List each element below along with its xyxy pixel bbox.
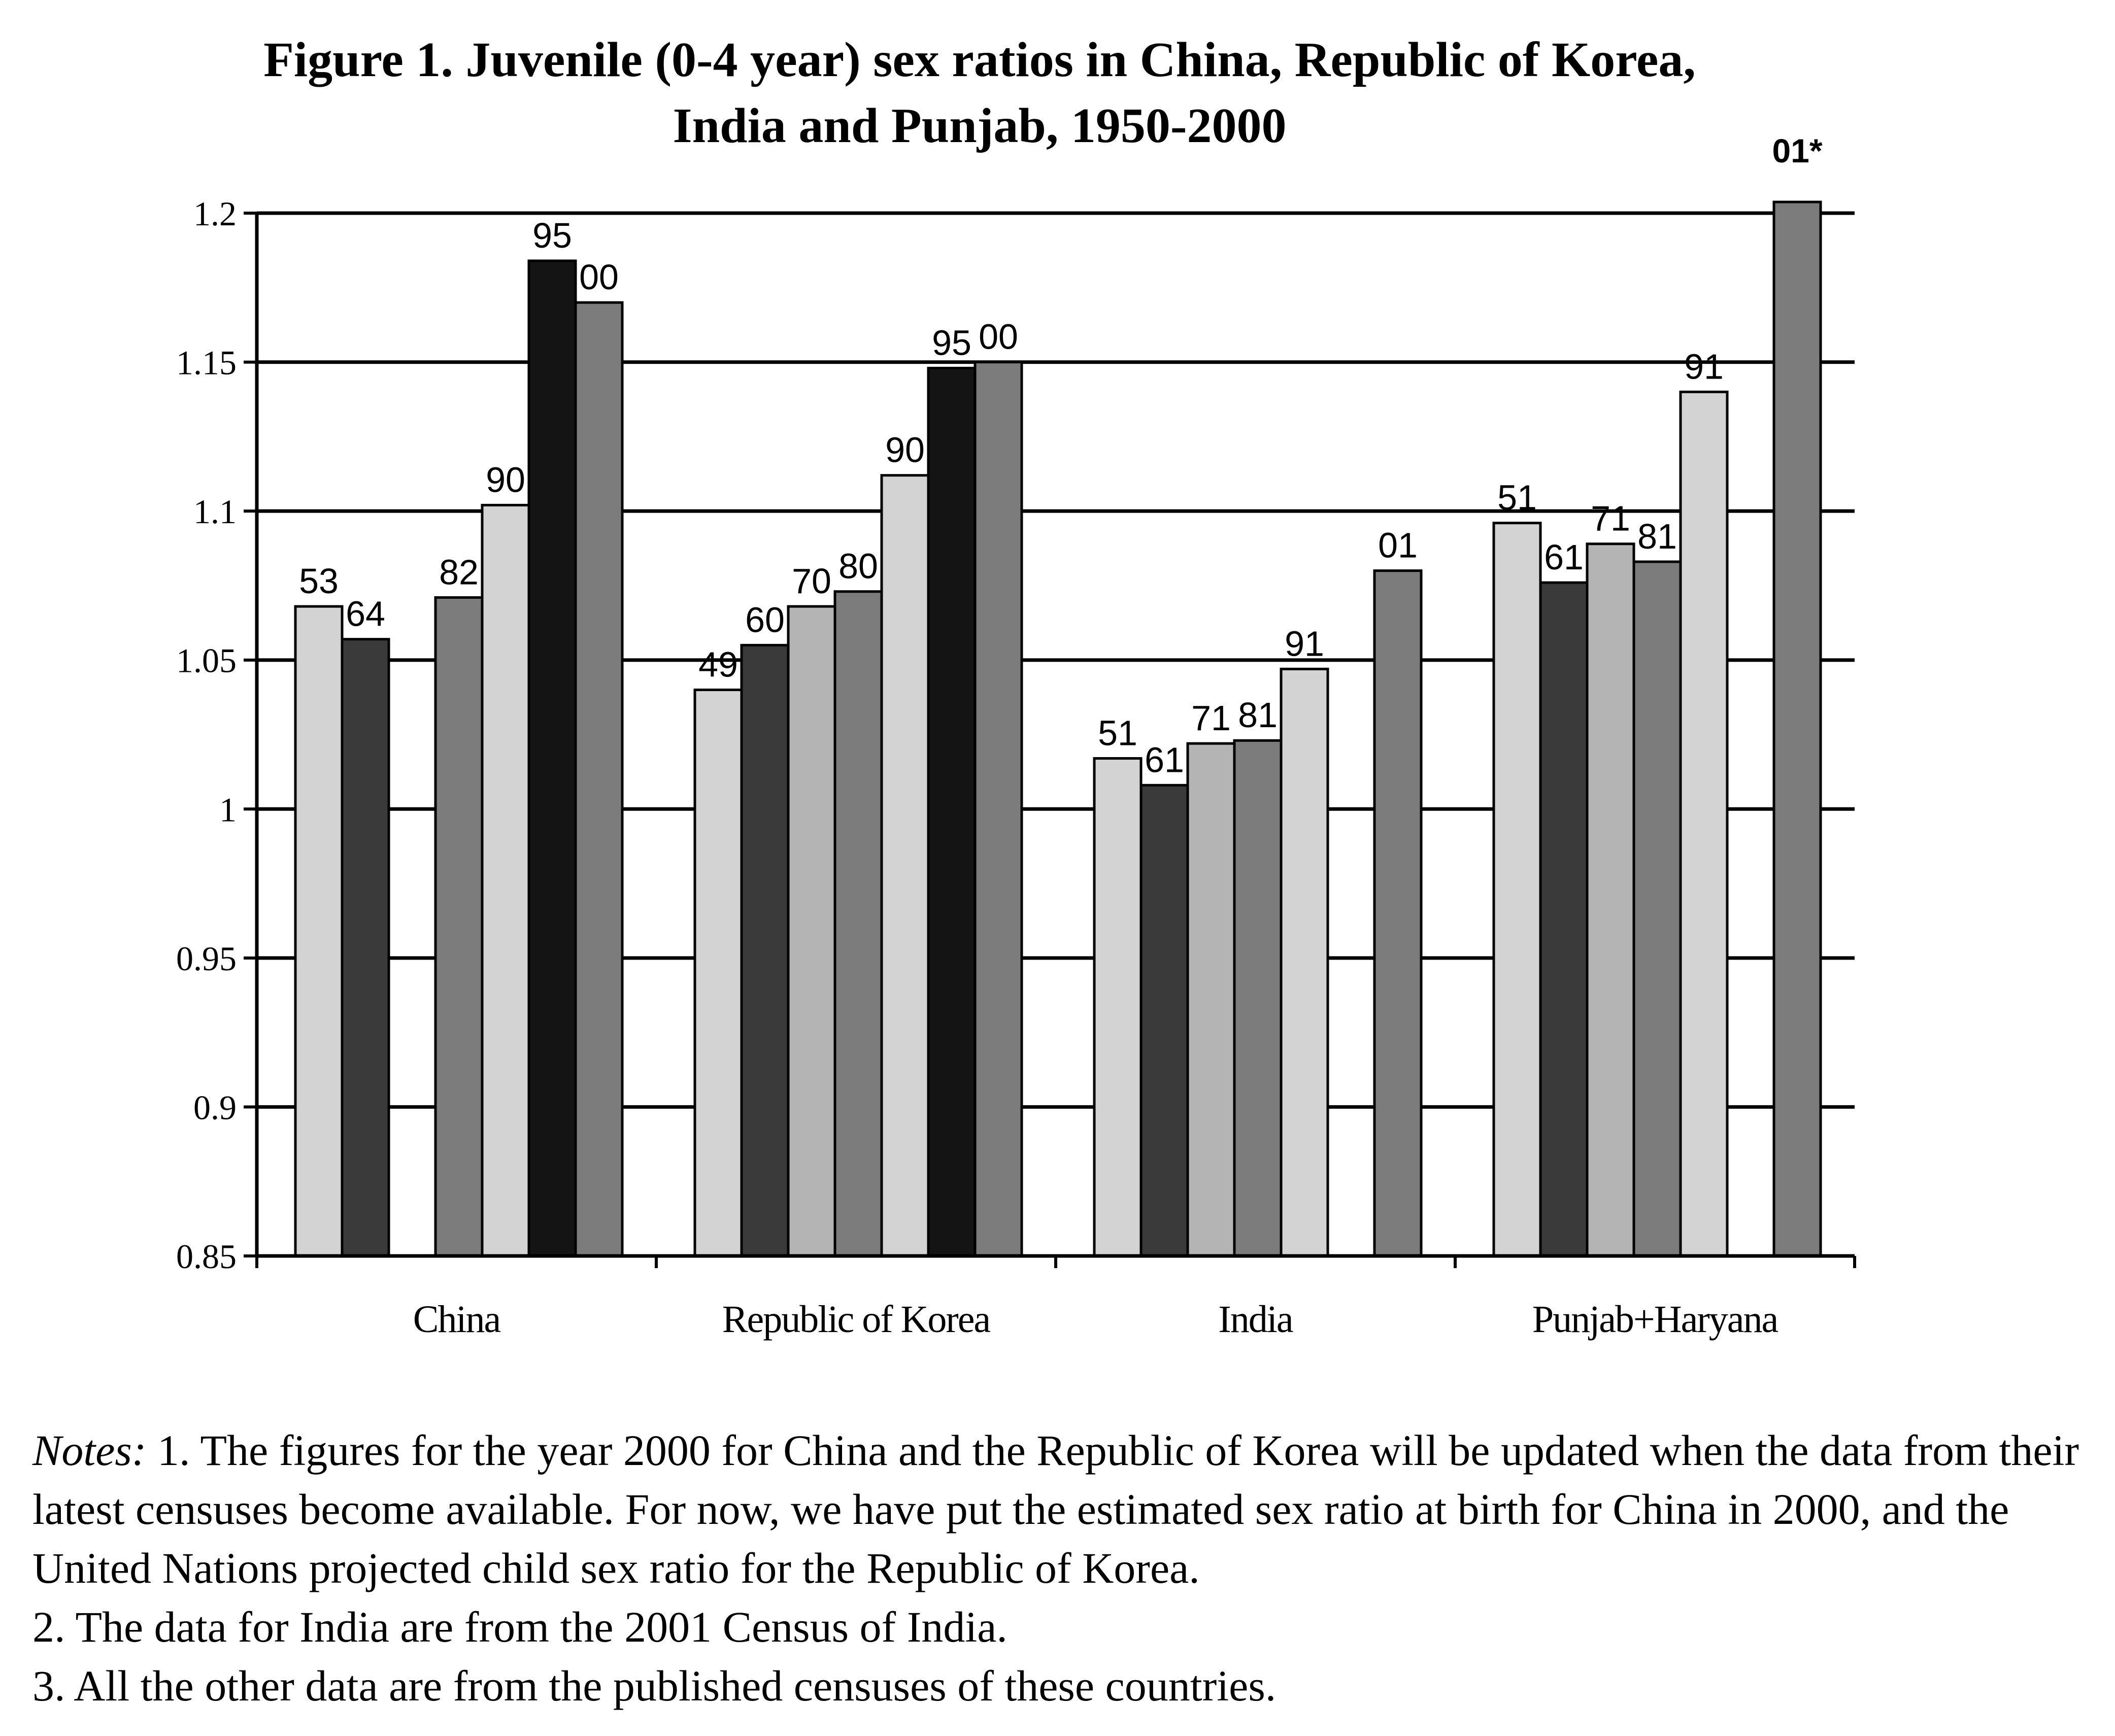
bar bbox=[1679, 390, 1729, 1257]
y-tick-label: 0.85 bbox=[176, 1237, 237, 1276]
notes-lead: Notes: bbox=[32, 1426, 147, 1475]
x-category-label: India bbox=[1218, 1298, 1293, 1341]
bar-label: 51 bbox=[1098, 713, 1137, 753]
bar bbox=[481, 503, 530, 1257]
bar-label: 61 bbox=[1544, 537, 1584, 577]
bar bbox=[973, 361, 1023, 1257]
y-tick-label: 1.15 bbox=[176, 344, 237, 382]
bars bbox=[294, 200, 1822, 1257]
bar-label: 80 bbox=[838, 547, 878, 586]
bar-label: 60 bbox=[745, 600, 785, 639]
bar-label: 91 bbox=[1285, 624, 1324, 663]
bar bbox=[740, 643, 790, 1257]
bar-label: 81 bbox=[1637, 517, 1677, 556]
y-tick-label: 1 bbox=[219, 790, 237, 829]
bar bbox=[574, 301, 624, 1257]
x-axis-categories: China Republic of Korea India Punjab+Haryan… bbox=[413, 1298, 1780, 1341]
y-tick-label: 1.1 bbox=[193, 492, 237, 531]
bar-label: 64 bbox=[346, 594, 385, 634]
bar-label: 95 bbox=[532, 216, 572, 255]
bar bbox=[341, 638, 390, 1257]
bar-label: 95 bbox=[932, 323, 971, 362]
x-category-label: Punjab+Haryana bbox=[1532, 1298, 1778, 1341]
bar bbox=[880, 474, 930, 1257]
bar bbox=[927, 366, 977, 1257]
bar bbox=[1280, 667, 1329, 1257]
y-axis-ticks: 1.2 1.15 1.1 1.05 1 0.95 0.9 0.85 bbox=[176, 194, 257, 1276]
bar-label: 00 bbox=[979, 317, 1018, 357]
bar-label: 00 bbox=[579, 257, 619, 297]
bar-label: 82 bbox=[439, 552, 479, 592]
y-tick-label: 1.05 bbox=[176, 641, 237, 680]
bar bbox=[1233, 739, 1283, 1257]
chart-title-line1: Figure 1. Juvenile (0-4 year) sex ratios… bbox=[263, 32, 1696, 87]
bar bbox=[1632, 560, 1682, 1257]
notes-line-2: 2. The data for India are from the 2001 … bbox=[32, 1603, 1008, 1651]
bar-label: 51 bbox=[1497, 478, 1537, 518]
bar-label: 61 bbox=[1145, 740, 1184, 779]
x-category-label: China bbox=[413, 1298, 501, 1341]
notes-line-3: 3. All the other data are from the publi… bbox=[32, 1661, 1277, 1710]
bar-label: 71 bbox=[1191, 698, 1231, 738]
bar bbox=[787, 605, 836, 1257]
bar bbox=[1772, 200, 1822, 1257]
bar-label: 81 bbox=[1238, 695, 1278, 735]
bar bbox=[1093, 757, 1143, 1257]
x-category-label: Republic of Korea bbox=[722, 1298, 991, 1341]
notes-line-1: Notes: 1. The figures for the year 2000 … bbox=[32, 1421, 2093, 1597]
bar bbox=[294, 605, 344, 1257]
chart: Figure 1. Juvenile (0-4 year) sex ratios… bbox=[176, 32, 1856, 1341]
bar-label: 01* bbox=[1772, 132, 1822, 169]
bar bbox=[1586, 542, 1635, 1257]
bar-label: 01 bbox=[1378, 526, 1418, 565]
axes bbox=[255, 213, 1856, 1268]
bar-label: 71 bbox=[1591, 499, 1630, 538]
bar-label: 70 bbox=[792, 561, 831, 601]
bar-label: 90 bbox=[885, 430, 925, 470]
bar bbox=[434, 596, 484, 1257]
bar bbox=[693, 688, 743, 1257]
bar bbox=[1492, 522, 1542, 1257]
notes: Notes: 1. The figures for the year 2000 … bbox=[32, 1421, 2093, 1715]
y-tick-label: 1.2 bbox=[193, 194, 237, 233]
y-tick-label: 0.9 bbox=[193, 1088, 237, 1127]
bar bbox=[1186, 742, 1236, 1257]
chart-title-line2: India and Punjab, 1950-2000 bbox=[673, 98, 1286, 153]
bar bbox=[833, 590, 883, 1257]
bar-label: 49 bbox=[698, 644, 738, 684]
bar bbox=[1373, 569, 1423, 1257]
bar bbox=[1539, 581, 1589, 1257]
y-tick-label: 0.95 bbox=[176, 939, 237, 978]
bar-label: 90 bbox=[486, 460, 525, 499]
bar-label: 91 bbox=[1684, 347, 1724, 386]
notes-line-1-text: 1. The figures for the year 2000 for Chi… bbox=[32, 1426, 2079, 1592]
bar-label: 53 bbox=[299, 561, 339, 601]
bar bbox=[527, 259, 577, 1257]
bar bbox=[1139, 784, 1189, 1257]
